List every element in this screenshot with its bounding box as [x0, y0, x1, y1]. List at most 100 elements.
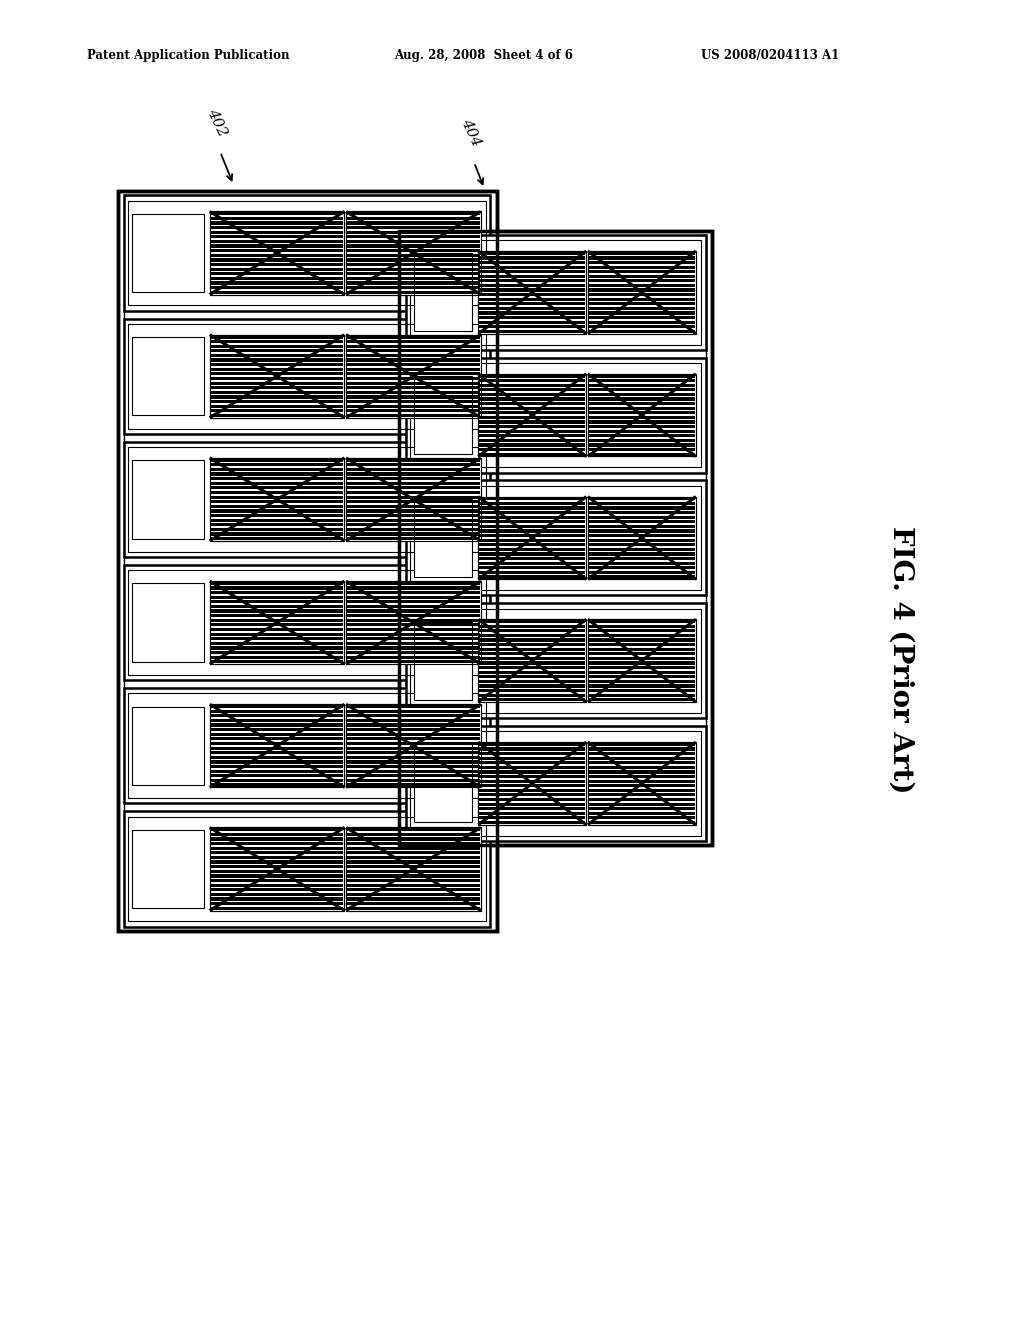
Bar: [589, 693, 695, 697]
Bar: [414, 622, 472, 700]
Bar: [589, 803, 695, 805]
Bar: [589, 552, 695, 556]
Bar: [589, 620, 695, 623]
Bar: [478, 496, 587, 579]
Bar: [589, 429, 695, 433]
Bar: [479, 529, 586, 532]
Bar: [347, 647, 479, 649]
Bar: [588, 374, 696, 457]
Bar: [410, 486, 701, 590]
Bar: [347, 335, 479, 339]
Bar: [479, 807, 586, 810]
Bar: [479, 661, 586, 664]
Bar: [478, 496, 587, 579]
Bar: [588, 251, 696, 334]
Bar: [347, 240, 479, 243]
Bar: [347, 381, 479, 384]
Bar: [479, 330, 586, 333]
Bar: [211, 368, 343, 371]
Bar: [589, 639, 695, 642]
Bar: [347, 660, 479, 664]
Bar: [479, 775, 586, 777]
Bar: [589, 797, 695, 801]
Bar: [211, 467, 343, 471]
Bar: [211, 335, 343, 339]
Bar: [211, 290, 343, 294]
Bar: [589, 498, 695, 500]
Bar: [589, 412, 695, 414]
Bar: [589, 444, 695, 446]
Bar: [347, 628, 479, 631]
Bar: [211, 235, 343, 239]
Bar: [406, 358, 706, 473]
Bar: [479, 289, 586, 292]
Bar: [124, 318, 490, 434]
Bar: [347, 705, 479, 709]
Bar: [479, 302, 586, 305]
Bar: [347, 846, 479, 850]
Bar: [479, 816, 586, 820]
Bar: [347, 828, 479, 832]
Bar: [410, 363, 701, 467]
Bar: [589, 298, 695, 301]
Bar: [347, 833, 479, 836]
Bar: [479, 747, 586, 751]
Bar: [347, 368, 479, 371]
Bar: [589, 816, 695, 820]
Bar: [589, 453, 695, 455]
Bar: [589, 375, 695, 378]
Bar: [211, 723, 343, 726]
Bar: [124, 812, 490, 927]
Bar: [347, 482, 479, 484]
Bar: [589, 680, 695, 682]
Bar: [346, 211, 481, 294]
Bar: [211, 400, 343, 403]
Bar: [132, 830, 204, 908]
Bar: [478, 374, 587, 457]
Bar: [589, 315, 695, 319]
Bar: [347, 213, 479, 215]
Bar: [211, 259, 343, 261]
Bar: [347, 409, 479, 412]
Bar: [479, 412, 586, 414]
Bar: [211, 742, 343, 744]
Bar: [346, 458, 481, 541]
Bar: [211, 391, 343, 393]
Bar: [399, 231, 712, 845]
Bar: [589, 525, 695, 528]
Bar: [479, 743, 586, 746]
Bar: [347, 253, 479, 257]
Bar: [347, 638, 479, 640]
Bar: [211, 851, 343, 854]
Bar: [347, 216, 479, 220]
Bar: [479, 375, 586, 378]
Bar: [589, 576, 695, 578]
Bar: [347, 341, 479, 343]
Bar: [414, 499, 472, 577]
Bar: [347, 396, 479, 399]
Bar: [210, 828, 344, 911]
Bar: [479, 434, 586, 437]
Bar: [479, 752, 586, 755]
Bar: [211, 610, 343, 612]
Bar: [211, 719, 343, 722]
Bar: [211, 642, 343, 645]
Bar: [589, 421, 695, 424]
Bar: [211, 846, 343, 850]
Bar: [588, 619, 696, 702]
Bar: [128, 201, 486, 305]
Bar: [347, 865, 479, 869]
Bar: [479, 256, 586, 260]
Bar: [479, 280, 586, 282]
Bar: [211, 378, 343, 380]
Bar: [589, 379, 695, 383]
Bar: [588, 496, 696, 579]
Bar: [589, 539, 695, 541]
Bar: [589, 321, 695, 323]
Bar: [211, 898, 343, 900]
Bar: [588, 496, 696, 579]
Text: Aug. 28, 2008  Sheet 4 of 6: Aug. 28, 2008 Sheet 4 of 6: [394, 49, 573, 62]
Bar: [589, 698, 695, 701]
Bar: [211, 619, 343, 622]
Bar: [211, 486, 343, 490]
